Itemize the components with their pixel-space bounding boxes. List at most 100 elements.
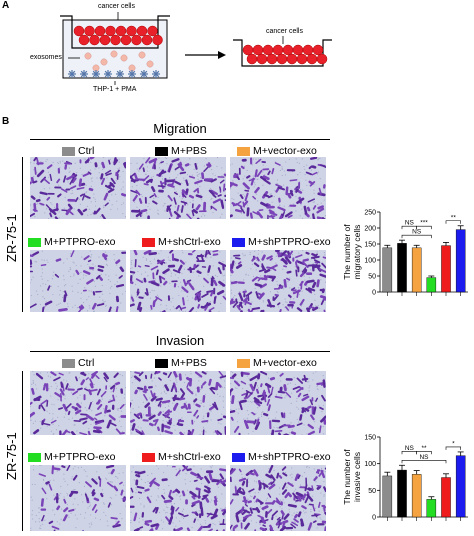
bar <box>397 469 407 518</box>
bar <box>426 277 437 293</box>
stained-cells-image <box>230 371 326 435</box>
legend-label: M+shCtrl-exo <box>158 451 221 463</box>
panel-a-schematic <box>60 12 332 85</box>
legend-swatch <box>62 146 75 156</box>
exosome-dots <box>84 50 154 72</box>
cancer-cell <box>131 34 142 46</box>
significance-label: ** <box>451 214 457 221</box>
bar <box>382 247 393 293</box>
significance-label: NS <box>419 454 429 461</box>
cancer-cell <box>276 53 288 65</box>
thp-label: THP-1 + PMA <box>93 86 137 93</box>
cancer-cell <box>286 53 298 65</box>
significance-bracket <box>445 220 461 224</box>
legend-swatch <box>237 358 250 368</box>
legend-mpbs: M+PBS <box>155 145 207 157</box>
cancer-cell <box>312 44 324 56</box>
legend-label: M+PBS <box>171 357 207 369</box>
legend-shctrl: M+shCtrl-exo <box>142 236 221 248</box>
significance-bracket <box>401 459 447 464</box>
cancer-cell <box>316 53 328 65</box>
cancer-cell <box>272 44 284 56</box>
transwell-left <box>60 15 170 79</box>
legend-mpbs-inv: M+PBS <box>155 357 207 369</box>
bar <box>455 229 466 293</box>
cancer-cell <box>126 25 137 37</box>
stained-cells-image <box>130 157 226 219</box>
micrograph-invasion-shptpro <box>230 465 326 531</box>
y-tick-label: 0 <box>372 290 376 297</box>
y-tick-label: 150 <box>364 435 376 442</box>
cancer-cell <box>266 53 278 65</box>
legend-label: M+PTPRO-exo <box>44 451 116 463</box>
legend-shptpro-inv: M+shPTPRO-exo <box>232 451 331 463</box>
cancer-cell <box>94 25 106 37</box>
thp1-cell <box>140 70 148 78</box>
micrograph-migration-shptpro <box>230 250 326 312</box>
micrograph-invasion-ctrl <box>30 371 126 435</box>
micrograph-invasion-vector <box>230 371 326 435</box>
cancer-cell <box>84 25 95 37</box>
micrograph-invasion-shctrl <box>130 465 226 531</box>
cancer-cell <box>242 44 254 56</box>
exosome <box>120 54 128 62</box>
thp1-cell <box>80 70 88 78</box>
legend-swatch <box>155 358 168 368</box>
cancer-cell-layer-right <box>242 44 328 65</box>
y-tick-label: 100 <box>364 258 376 265</box>
legend-label: Ctrl <box>78 357 95 369</box>
legend-ptpro: M+PTPRO-exo <box>28 236 115 248</box>
cell-line-bracket-invasion <box>22 371 23 531</box>
cell-line-label-invasion: ZR-75-1 <box>4 432 19 480</box>
stained-cells-image <box>130 250 226 312</box>
thp1-cell <box>152 70 160 78</box>
stained-cells-image <box>130 465 226 531</box>
bar <box>441 477 451 518</box>
exosome <box>110 50 118 58</box>
cancer-cell <box>292 44 304 56</box>
panel-b-letter: B <box>2 116 10 127</box>
invasion-title: Invasion <box>155 333 205 348</box>
micrograph-invasion-mpbs <box>130 371 226 435</box>
bar <box>441 245 451 293</box>
legend-label: M+shPTPRO-exo <box>248 451 331 463</box>
y-tick-label: 200 <box>364 226 376 233</box>
stained-cells-image <box>230 250 326 312</box>
cancer-cell <box>73 25 85 37</box>
legend-vector-inv: M+vector-exo <box>237 357 317 369</box>
legend-ctrl-inv: Ctrl <box>62 357 94 369</box>
legend-label: M+PTPRO-exo <box>44 236 116 248</box>
y-axis-label: The number ofmigratory cells <box>342 224 362 280</box>
cancer-cell <box>78 34 90 46</box>
legend-swatch <box>28 452 41 462</box>
thp1-cell <box>116 70 124 78</box>
stained-cells-image <box>30 250 126 312</box>
cancer-cell-layer-left <box>73 25 163 46</box>
legend-label: M+PBS <box>171 145 207 157</box>
legend-vector: M+vector-exo <box>237 145 317 157</box>
cancer-cell <box>252 44 264 56</box>
legend-swatch <box>232 237 245 247</box>
legend-label: Ctrl <box>78 145 95 157</box>
micrograph-invasion-ptpro <box>30 465 126 531</box>
panel-a-letter: A <box>2 0 10 11</box>
cancer-cell <box>110 34 121 46</box>
legend-ptpro-inv: M+PTPRO-exo <box>28 451 115 463</box>
cancer-cell <box>262 44 274 56</box>
stained-cells-image <box>230 157 326 219</box>
cancer-cell <box>141 34 153 46</box>
micrograph-migration-ptpro <box>30 250 126 312</box>
exosome <box>100 58 108 66</box>
legend-shptpro: M+shPTPRO-exo <box>232 236 331 248</box>
micrograph-migration-ctrl <box>30 157 126 219</box>
cancer-cell <box>99 34 111 46</box>
stained-cells-image <box>230 465 326 531</box>
significance-bracket <box>401 234 432 239</box>
exosome <box>84 52 92 60</box>
legend-label: M+vector-exo <box>253 145 317 157</box>
bar <box>411 474 422 518</box>
y-tick-label: 50 <box>368 488 376 495</box>
legend-shctrl-inv: M+shCtrl-exo <box>142 451 221 463</box>
bar <box>455 455 466 518</box>
cell-line-label-migration: ZR-75-1 <box>4 214 19 262</box>
